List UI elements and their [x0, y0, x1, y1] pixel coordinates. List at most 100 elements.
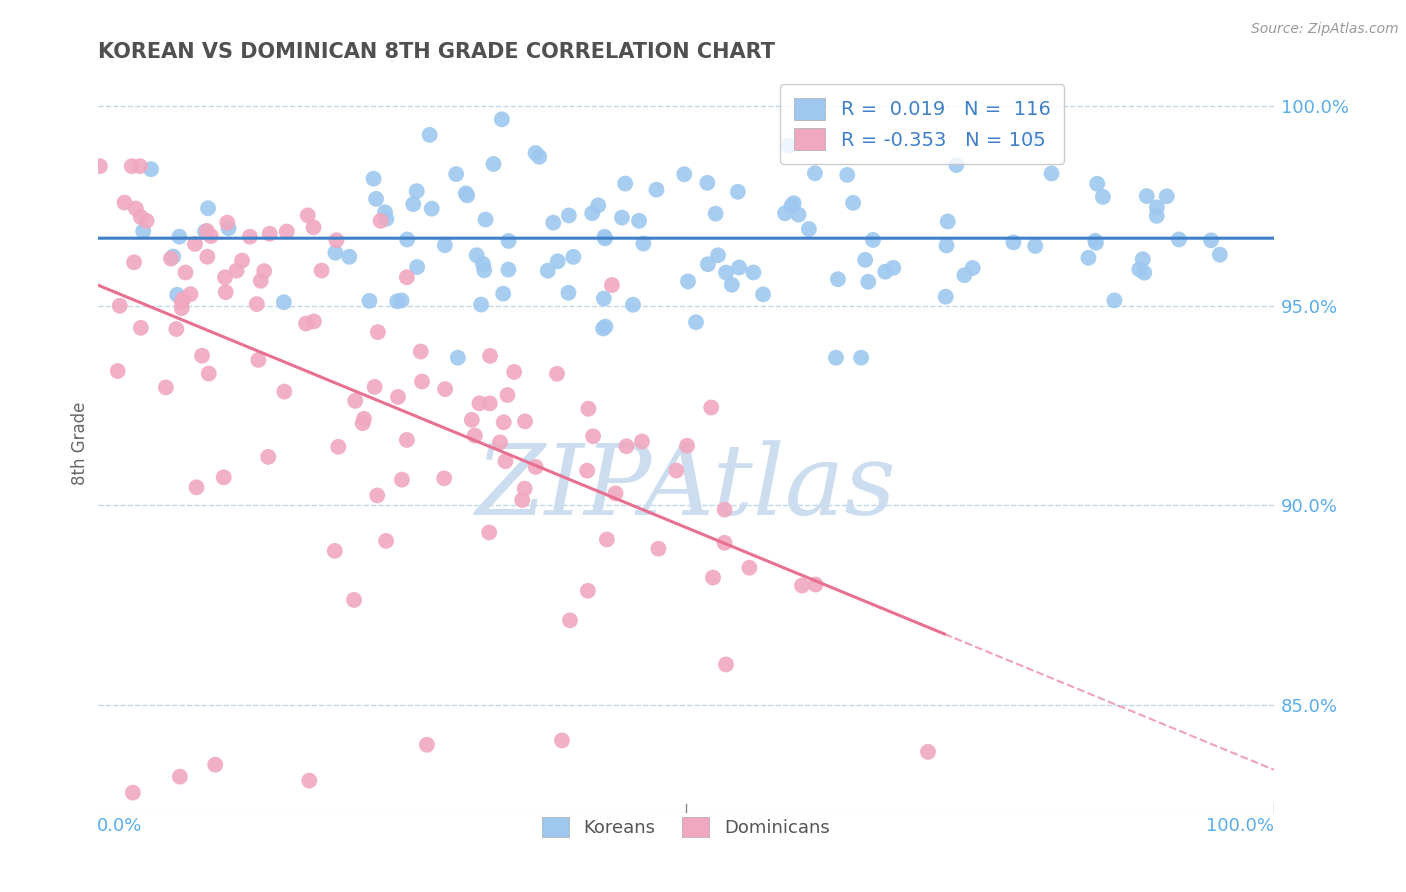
Point [259, 227, 281, 241]
Point [297, 208, 319, 222]
Point [804, 577, 827, 591]
Point [108, 299, 131, 313]
Point [249, 274, 271, 288]
Point [343, 593, 366, 607]
Point [195, 224, 218, 238]
Point [875, 265, 897, 279]
Point [621, 298, 644, 312]
Point [752, 287, 775, 301]
Point [387, 294, 409, 309]
Point [645, 183, 668, 197]
Point [474, 212, 496, 227]
Point [125, 202, 148, 216]
Point [728, 260, 751, 275]
Point [169, 229, 191, 244]
Point [253, 264, 276, 278]
Point [647, 541, 669, 556]
Point [1024, 239, 1046, 253]
Point [464, 428, 486, 442]
Point [1002, 235, 1025, 250]
Point [478, 396, 501, 410]
Text: 100.0%: 100.0% [1206, 816, 1274, 835]
Point [129, 159, 152, 173]
Point [135, 214, 157, 228]
Point [122, 255, 145, 269]
Point [790, 578, 813, 592]
Point [165, 322, 187, 336]
Point [593, 229, 616, 244]
Point [778, 138, 800, 153]
Point [720, 277, 742, 292]
Point [121, 159, 143, 173]
Point [273, 295, 295, 310]
Point [1156, 189, 1178, 203]
Point [1085, 177, 1108, 191]
Point [186, 480, 208, 494]
Point [166, 287, 188, 301]
Point [160, 252, 183, 266]
Point [218, 221, 240, 235]
Point [685, 315, 707, 329]
Point [592, 321, 614, 335]
Point [1132, 252, 1154, 267]
Point [738, 560, 761, 574]
Point [471, 257, 494, 271]
Point [169, 770, 191, 784]
Point [787, 208, 810, 222]
Point [631, 434, 654, 449]
Point [773, 206, 796, 220]
Point [842, 195, 865, 210]
Point [543, 216, 565, 230]
Point [882, 260, 904, 275]
Point [593, 231, 616, 245]
Point [434, 382, 457, 396]
Point [510, 493, 533, 508]
Point [364, 192, 387, 206]
Point [461, 413, 484, 427]
Point [170, 294, 193, 309]
Point [302, 220, 325, 235]
Point [628, 214, 651, 228]
Point [1040, 166, 1063, 180]
Point [491, 112, 513, 127]
Point [212, 470, 235, 484]
Point [498, 262, 520, 277]
Point [411, 375, 433, 389]
Point [616, 439, 638, 453]
Point [804, 166, 827, 180]
Point [470, 297, 492, 311]
Point [935, 238, 957, 252]
Point [700, 401, 723, 415]
Point [395, 270, 418, 285]
Point [433, 238, 456, 252]
Point [673, 167, 696, 181]
Point [129, 321, 152, 335]
Point [217, 216, 239, 230]
Point [1077, 251, 1099, 265]
Point [558, 209, 581, 223]
Point [344, 393, 367, 408]
Point [276, 225, 298, 239]
Point [633, 236, 655, 251]
Point [239, 229, 262, 244]
Point [194, 225, 217, 239]
Point [547, 254, 569, 268]
Point [375, 211, 398, 226]
Point [367, 325, 389, 339]
Point [197, 367, 219, 381]
Point [375, 533, 398, 548]
Point [170, 301, 193, 315]
Point [727, 185, 749, 199]
Point [363, 171, 385, 186]
Point [557, 285, 579, 300]
Point [482, 157, 505, 171]
Point [1084, 235, 1107, 250]
Point [492, 415, 515, 429]
Point [179, 287, 201, 301]
Point [714, 657, 737, 672]
Point [676, 274, 699, 288]
Y-axis label: 8th Grade: 8th Grade [72, 401, 89, 485]
Point [1128, 262, 1150, 277]
Point [537, 263, 560, 277]
Point [363, 380, 385, 394]
